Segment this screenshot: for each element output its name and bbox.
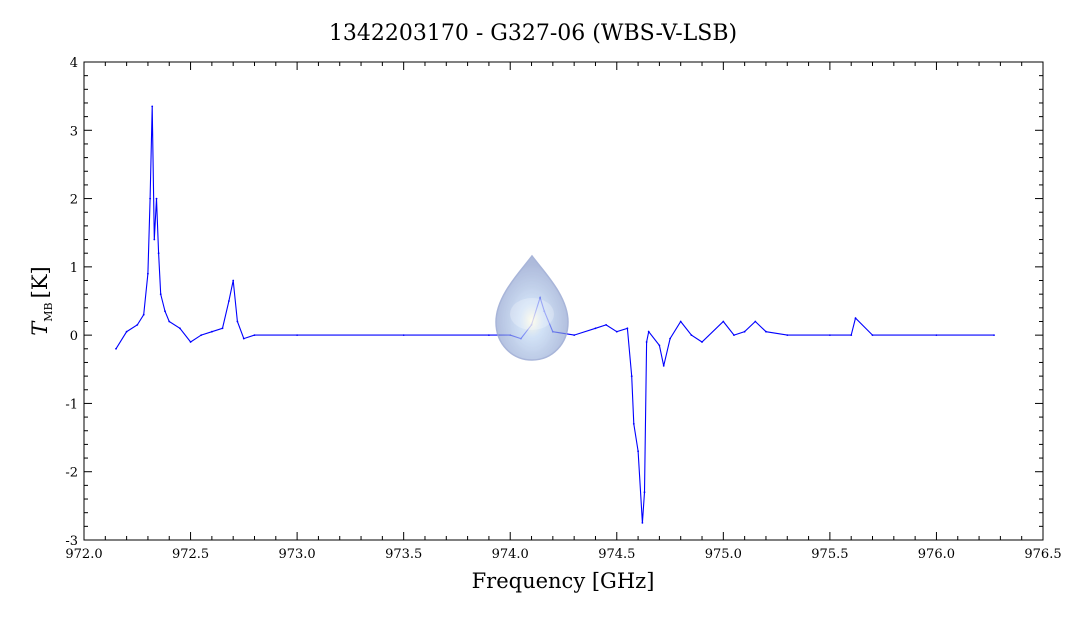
data-point [935,334,938,336]
data-point [211,330,213,333]
data-point [142,313,145,316]
y-tick-labels: 4 3 2 1 0 -1 -2 -3 [65,56,78,549]
data-point [573,334,576,336]
data-point [253,334,256,336]
y-axis-subscript: MB [42,302,55,321]
data-point [643,491,646,494]
y-tick-label: 1 [70,261,78,276]
data-point [153,238,156,241]
data-point [637,450,639,453]
x-tick-label: 976.5 [1024,547,1061,562]
data-point [850,334,853,336]
data-point [157,252,160,255]
data-point [168,320,171,323]
x-tick-label: 974.5 [598,547,635,562]
data-point [164,310,166,313]
data-point [630,375,633,377]
data-point [236,320,239,323]
data-point [228,300,230,302]
x-tick-label: 975.0 [705,547,742,562]
data-point [115,347,117,350]
data-point [488,334,490,336]
data-point [594,327,597,330]
data-point [754,320,757,323]
x-tick-label: 973.5 [385,547,422,562]
data-point [679,320,682,323]
data-point [189,341,192,343]
data-point [647,330,650,333]
x-tick-labels: 972.0 972.5 973.0 973.5 974.0 974.5 975.… [65,547,1061,562]
data-point [615,330,618,333]
x-tick-label: 975.5 [811,547,848,562]
x-tick-label: 976.0 [918,547,955,562]
data-point [641,522,644,524]
data-point [871,334,874,336]
data-point [722,320,725,323]
data-point [232,279,235,282]
data-point [662,365,665,367]
y-tick-label: -2 [65,466,78,481]
data-point [690,334,693,336]
y-tick-label: -1 [65,397,78,412]
data-point [829,334,831,336]
data-point [296,334,298,336]
data-point [159,293,162,296]
y-tick-label: 2 [70,193,78,208]
y-tick-label: 0 [70,329,78,344]
droplet-icon [495,254,569,361]
data-point [993,334,995,336]
y-axis-ticks [84,61,1043,541]
x-tick-label: 972.0 [65,547,102,562]
data-point [733,334,735,336]
data-point [179,327,181,330]
svg-text:TMB[K]: TMB [K] [28,266,55,335]
y-axis-label: TMB [K] [28,266,55,335]
x-axis-ticks [83,62,1044,540]
x-axis-label: Frequency [GHz] [472,569,655,593]
y-tick-label: -3 [65,534,78,549]
data-point [402,334,405,336]
data-point [200,334,203,336]
y-tick-label: 4 [70,56,78,71]
data-point [786,334,789,336]
data-point [221,327,224,330]
chart-title: 1342203170 - G327-06 (WBS-V-LSB) [329,21,737,46]
y-axis-unit: [K] [28,266,52,298]
data-point [669,337,671,340]
data-point [125,330,128,333]
data-point [765,330,767,333]
data-point [149,197,152,200]
data-point [626,327,629,330]
y-tick-label: 3 [70,124,78,139]
x-tick-label: 974.0 [492,547,529,562]
data-point [136,324,139,326]
y-axis-symbol: T [28,320,52,336]
data-point [605,324,607,326]
data-point [854,317,857,319]
x-tick-label: 972.5 [172,547,209,562]
data-point [701,341,703,343]
data-point [645,341,648,343]
data-point [155,197,158,200]
data-point [632,423,635,425]
data-point [743,330,746,333]
x-tick-label: 973.0 [278,547,315,562]
plot-frame [83,61,1044,541]
data-point [658,344,661,347]
data-point [151,105,154,108]
data-point [242,337,245,340]
data-point [147,272,149,275]
